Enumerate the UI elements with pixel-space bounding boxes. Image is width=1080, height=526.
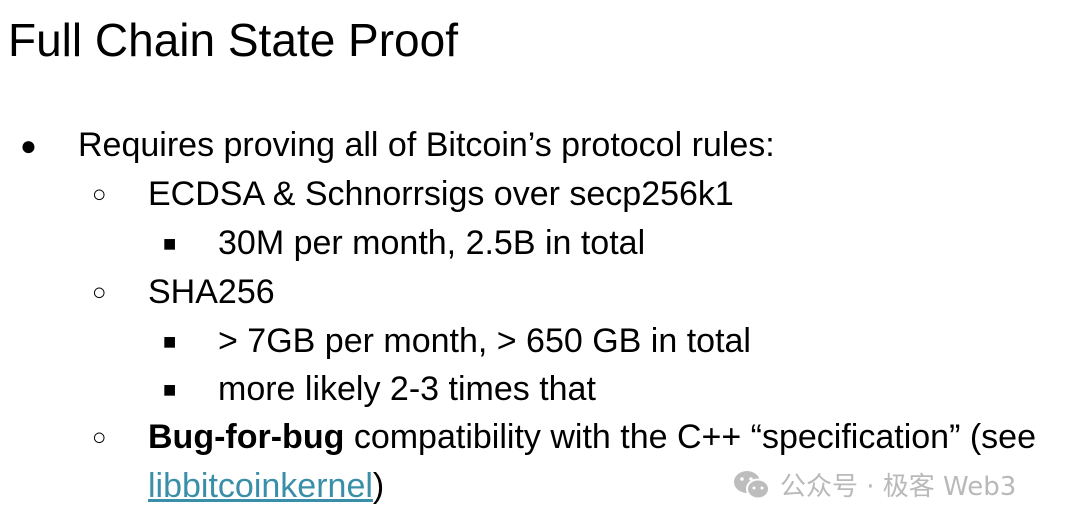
watermark: 公众号 · 极客 Web3 bbox=[732, 466, 1016, 503]
closing-paren: ) bbox=[372, 467, 385, 505]
bullet-marker: ■ bbox=[163, 231, 177, 256]
bullet-text: 30M per month, 2.5B in total bbox=[218, 224, 646, 262]
bullet-text: ECDSA & Schnorrsigs over secp256k1 bbox=[148, 175, 734, 213]
bullet-marker: ○ bbox=[92, 279, 107, 306]
bullet-text-rest: compatibility with the C++ “specificatio… bbox=[344, 418, 1036, 456]
watermark-text: 公众号 · 极客 Web3 bbox=[780, 472, 1017, 502]
libbitcoinkernel-link[interactable]: libbitcoinkernel bbox=[148, 467, 373, 505]
bullet-text: more likely 2-3 times that bbox=[218, 370, 596, 408]
wechat-icon bbox=[734, 470, 770, 499]
bullet-marker: ○ bbox=[92, 181, 107, 208]
bold-text: Bug-for-bug bbox=[148, 418, 345, 456]
bullet-marker: ○ bbox=[92, 424, 107, 451]
bullet-text: > 7GB per month, > 650 GB in total bbox=[218, 322, 751, 360]
bullet-marker: ● bbox=[20, 130, 37, 161]
bullet-text: SHA256 bbox=[148, 273, 275, 311]
bullet-marker: ■ bbox=[163, 377, 177, 402]
bullet-text: Bug-for-bug compatibility with the C++ “… bbox=[148, 413, 1036, 462]
bullet-text: Requires proving all of Bitcoin’s protoc… bbox=[78, 126, 775, 164]
slide-title: Full Chain State Proof bbox=[8, 14, 459, 66]
bullet-marker: ■ bbox=[163, 329, 177, 354]
